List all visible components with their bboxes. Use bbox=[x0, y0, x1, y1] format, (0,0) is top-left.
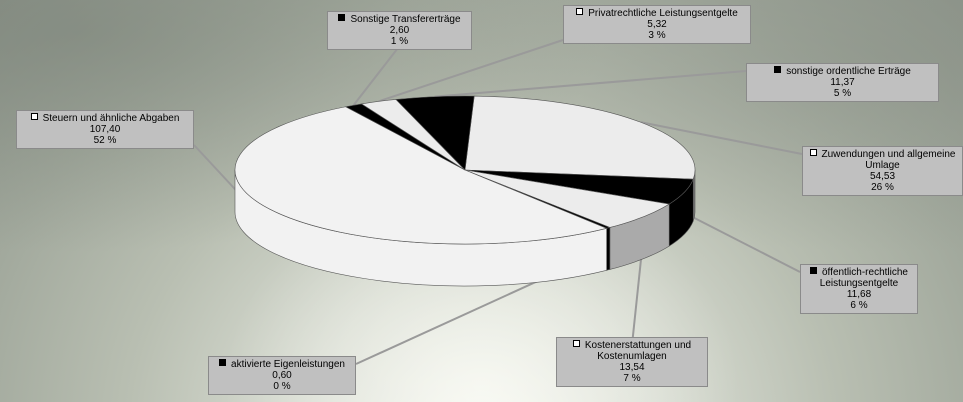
legend-marker-filled bbox=[774, 66, 782, 73]
leader-line-ffentlich-rechtliche-leistungsentgelte bbox=[684, 212, 801, 273]
leader-line-sonstige-ordentliche-ertr-ge bbox=[434, 70, 747, 98]
legend-marker-open bbox=[30, 113, 38, 120]
data-label-aktivierte-eigenleistungen: aktivierte Eigenleistungen 0,60 0 % bbox=[208, 356, 356, 395]
pie-slice-steuern-und-hnliche-abgaben bbox=[234, 106, 608, 245]
legend-marker-filled bbox=[338, 14, 346, 21]
data-label-zuwendungen: Zuwendungen und allgemeine Umlage 54,53 … bbox=[802, 146, 963, 196]
pie-side-aktivierte-eigenleistungen bbox=[606, 227, 611, 271]
legend-marker-open bbox=[572, 340, 580, 347]
data-label-kostenerstattungen: Kostenerstattungen und Kostenumlagen 13,… bbox=[556, 337, 708, 387]
pie-tops bbox=[234, 95, 696, 245]
legend-marker-open bbox=[809, 149, 817, 156]
data-label-oeffentlich-rechtliche: öffentlich-rechtliche Leistungsentgelte … bbox=[800, 264, 918, 314]
legend-marker-filled bbox=[219, 359, 227, 366]
legend-marker-filled bbox=[810, 267, 817, 274]
legend-marker-open bbox=[576, 8, 584, 15]
pie-slice-zuwendungen-und-allgemeine-umlage bbox=[464, 95, 696, 180]
data-label-steuern: Steuern und ähnliche Abgaben 107,40 52 % bbox=[16, 110, 194, 149]
data-label-privatrechtliche-leistungsentgelte: Privatrechtliche Leistungsentgelte 5,32 … bbox=[563, 5, 751, 44]
pie-slice-sonstige-ordentliche-ertr-ge bbox=[395, 95, 475, 171]
data-label-sonstige-transferertraege: Sonstige Transfererträge 2,60 1 % bbox=[327, 11, 472, 50]
leader-line-sonstige-transferertr-ge bbox=[352, 45, 401, 106]
leader-line-zuwendungen-und-allgemeine-umlage bbox=[640, 121, 803, 155]
leader-line-privatrechtliche-leistungsentgelte bbox=[378, 39, 564, 103]
data-label-sonstige-ordentliche-ertraege: sonstige ordentliche Erträge 11,37 5 % bbox=[746, 63, 939, 102]
